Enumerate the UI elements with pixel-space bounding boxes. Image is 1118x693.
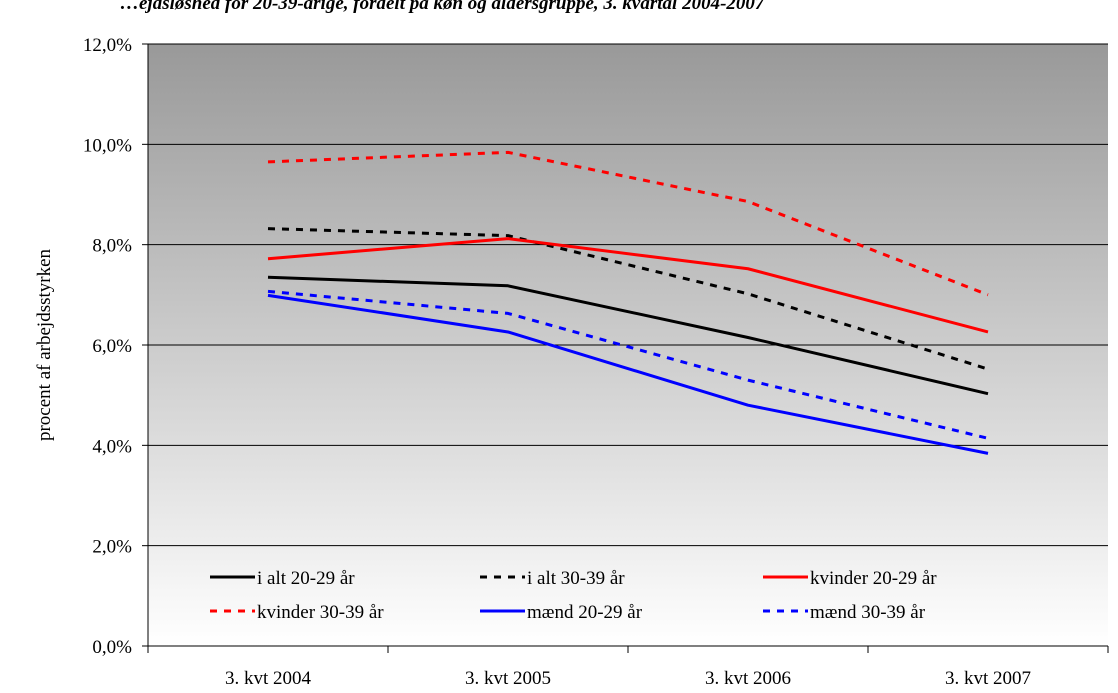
y-tick-label: 6,0% — [92, 336, 132, 357]
legend: i alt 20-29 år i alt 30-39 år kvinder 20-2… — [210, 568, 937, 623]
x-tick-label: 3. kvt 2007 — [945, 668, 1031, 689]
y-tick-label: 0,0% — [92, 637, 132, 658]
series-line-2 — [267, 237, 989, 334]
chart-title-fragment: …ejdsløshed for 20-39-årige, fordelt på … — [120, 0, 766, 14]
series-lines — [267, 150, 989, 455]
legend-label: kvinder 20-29 år — [810, 568, 937, 589]
y-tick-label: 8,0% — [92, 236, 132, 257]
legend-label: kvinder 30-39 år — [257, 602, 384, 623]
legend-label: mænd 20-29 år — [527, 602, 643, 623]
series-line-0 — [267, 275, 989, 396]
gridlines — [148, 43, 1108, 547]
legend-label: mænd 30-39 år — [810, 602, 926, 623]
y-axis-ticks: 0,0% 2,0% 4,0% 6,0% 8,0% 10,0% 12,0% — [83, 35, 148, 658]
x-tick-label: 3. kvt 2006 — [705, 668, 791, 689]
x-tick-label: 3. kvt 2005 — [465, 668, 551, 689]
x-axis-ticks: 3. kvt 2004 3. kvt 2005 3. kvt 2006 3. kvt … — [147, 646, 1109, 689]
y-tick-label: 12,0% — [83, 35, 132, 56]
legend-label: i alt 30-39 år — [527, 568, 625, 589]
series-line-5 — [267, 289, 989, 440]
x-tick-label: 3. kvt 2004 — [225, 668, 312, 689]
y-tick-label: 4,0% — [92, 436, 132, 457]
legend-label: i alt 20-29 år — [257, 568, 355, 589]
y-tick-label: 2,0% — [92, 537, 132, 558]
y-axis-label: procent af arbejdsstyrken — [34, 248, 55, 441]
y-tick-label: 10,0% — [83, 135, 132, 156]
series-line-4 — [267, 293, 989, 455]
